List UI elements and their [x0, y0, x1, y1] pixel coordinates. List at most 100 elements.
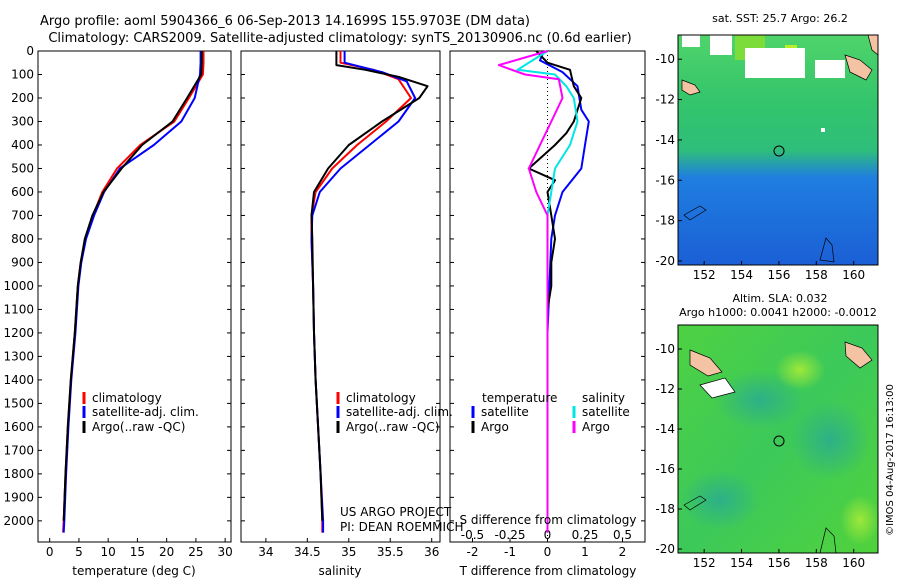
y-tick-label: 1600	[3, 420, 34, 434]
imos-watermark: ©IMOS 04-Aug-2017 16:13:00	[885, 384, 896, 536]
x-tick-label: 36	[424, 545, 439, 559]
sla-map-title-line1: Altim. SLA: 0.032	[732, 292, 827, 305]
difference-legend: temperature salinity satellite Argo sate…	[471, 391, 630, 434]
x-tick-label: 0	[544, 545, 552, 559]
legend-argo-label: Argo(..raw -QC)	[346, 420, 439, 434]
land-island	[699, 377, 736, 399]
y-tick-label: 1400	[3, 373, 34, 387]
argo-position-marker	[773, 435, 785, 447]
pi-credit: PI: DEAN ROEMMICH	[340, 520, 463, 534]
map-x-tick-label: 160	[842, 556, 865, 570]
reef-contour	[683, 205, 707, 221]
sst-map-title: sat. SST: 25.7 Argo: 26.2	[712, 12, 848, 25]
project-credit: US ARGO PROJECT	[340, 505, 452, 519]
sla-map-frame	[677, 324, 879, 554]
x-tick-label: -1	[504, 545, 516, 559]
map-y-tick-label: -16	[655, 173, 675, 187]
x-tick-label: 25	[188, 545, 203, 559]
y-tick-label: 700	[11, 208, 34, 222]
y-tick-label: 1100	[3, 302, 34, 316]
sla-map-title-line2: Argo h1000: 0.0041 h2000: -0.0012	[679, 306, 877, 319]
legend-climatology-label: climatology	[346, 391, 416, 405]
series-line	[497, 50, 564, 533]
y-tick-label: 0	[26, 44, 34, 58]
temperature-panel-frame	[37, 50, 232, 543]
sla-anomaly-blob	[715, 370, 805, 430]
map-x-tick-label: 158	[805, 268, 828, 282]
sst-cloud-mask	[745, 48, 805, 78]
land-island	[844, 54, 873, 81]
x-tick-label: 5	[75, 545, 83, 559]
legend-salinity-header: salinity	[582, 391, 625, 405]
figure-title-line2: Climatology: CARS2009. Satellite-adjuste…	[48, 31, 631, 46]
map-y-tick-label: -16	[655, 462, 675, 476]
sst-map	[677, 34, 879, 266]
legend-sal-argo-label: Argo	[582, 420, 610, 434]
x-tick-label: 34	[258, 545, 273, 559]
legend-climatology-label: climatology	[92, 391, 162, 405]
salinity-x-label: salinity	[318, 564, 361, 578]
sla-high-patch	[840, 495, 880, 545]
map-y-tick-label: -12	[655, 382, 675, 396]
sst-map-axes: 152 154 156 158 160 -10 -12 -14 -16 -18 -20	[655, 52, 865, 282]
sst-cloud-mask	[821, 128, 825, 132]
x-tick-label: 2	[619, 545, 627, 559]
sst-map-frame	[677, 34, 879, 266]
top-x-tick-label: 0.5	[613, 528, 632, 542]
argo-position-marker	[773, 145, 785, 157]
y-tick-label: 500	[11, 161, 34, 175]
series-line	[516, 50, 579, 533]
map-x-tick-label: 160	[842, 268, 865, 282]
sst-cloud-mask	[815, 60, 845, 78]
map-y-tick-label: -18	[655, 502, 675, 516]
y-tick-label: 1800	[3, 467, 34, 481]
y-tick-label: 1500	[3, 396, 34, 410]
sst-cloud-mask	[710, 35, 732, 55]
legend-temp-argo-label: Argo	[481, 420, 509, 434]
map-x-tick-label: 156	[767, 268, 790, 282]
legend-satellite-adj-label: satellite-adj. clim.	[92, 405, 199, 419]
y-tick-label: 600	[11, 185, 34, 199]
figure-title-line1: Argo profile: aoml 5904366_6 06-Sep-2013…	[40, 14, 530, 29]
x-tick-label: 10	[101, 545, 116, 559]
y-tick-label: 200	[11, 91, 34, 105]
map-y-tick-label: -18	[655, 214, 675, 228]
y-tick-label: 800	[11, 232, 34, 246]
y-tick-label: 900	[11, 255, 34, 269]
x-tick-label: 15	[130, 545, 145, 559]
legend-sal-satellite-label: satellite	[582, 405, 630, 419]
map-y-tick-label: -12	[655, 93, 675, 107]
series-line	[310, 51, 417, 533]
legend-temperature-header: temperature	[482, 391, 557, 405]
map-x-tick-label: 158	[805, 556, 828, 570]
series-line	[539, 50, 590, 533]
series-line	[527, 50, 583, 533]
sla-anomaly-blob	[680, 470, 760, 530]
temperature-legend: climatology satellite-adj. clim. Argo(..…	[82, 391, 199, 434]
series-line	[62, 51, 203, 521]
map-x-tick-label: 152	[693, 268, 716, 282]
map-y-tick-label: -10	[655, 52, 675, 66]
salinity-panel-frame	[240, 50, 441, 543]
map-y-tick-label: -20	[655, 542, 675, 556]
map-y-tick-label: -10	[655, 342, 675, 356]
sla-high-patch	[775, 350, 825, 390]
x-tick-label: 35.5	[377, 545, 404, 559]
sla-anomaly-blob	[790, 400, 870, 480]
x-tick-label: 34.5	[294, 545, 321, 559]
x-tick-label: 20	[159, 545, 174, 559]
map-y-tick-label: -20	[655, 254, 675, 268]
reef-contour	[819, 237, 835, 263]
top-x-tick-label: -0.25	[494, 528, 525, 542]
y-tick-label: 2000	[3, 514, 34, 528]
map-y-tick-label: -14	[655, 422, 675, 436]
reef-contour	[683, 495, 707, 511]
y-tick-label: 1700	[3, 443, 34, 457]
land-island	[689, 349, 723, 377]
series-line	[310, 51, 429, 521]
legend-argo-label: Argo(..raw -QC)	[92, 420, 185, 434]
x-tick-label: 0	[46, 545, 54, 559]
land-island	[681, 79, 701, 96]
